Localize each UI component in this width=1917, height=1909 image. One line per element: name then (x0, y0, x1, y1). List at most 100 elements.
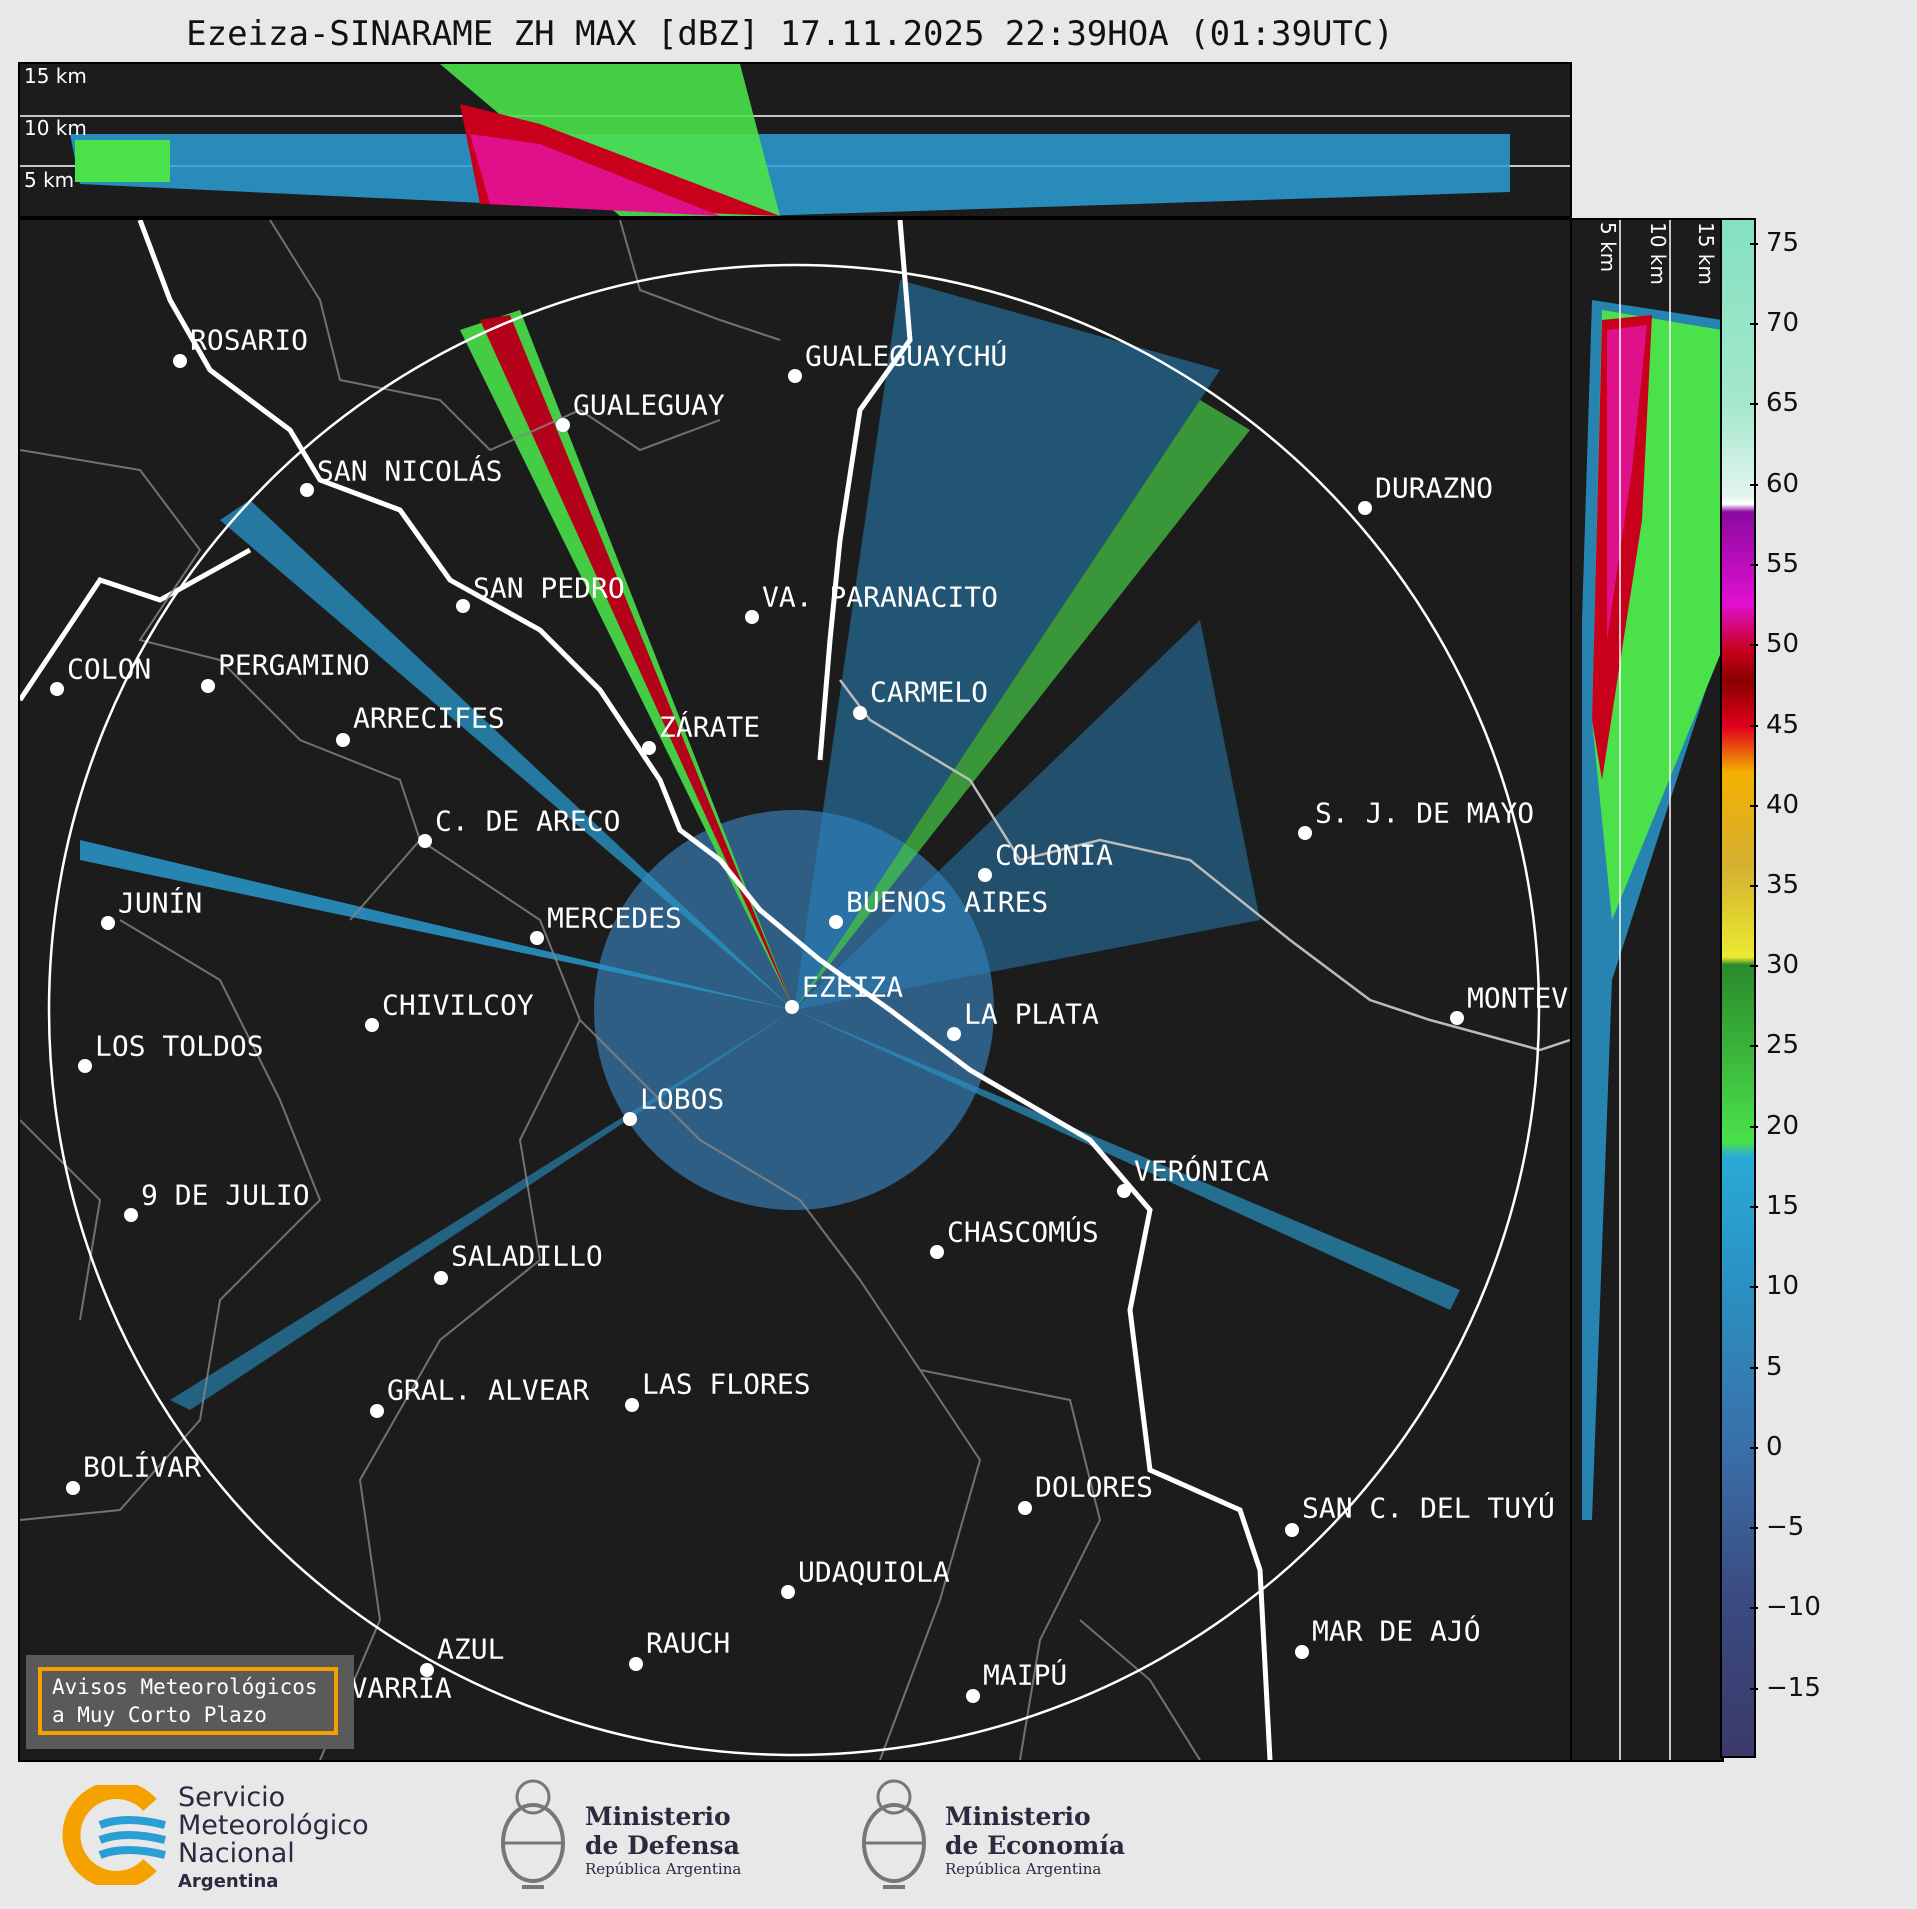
notice-box: Avisos Meteorológicos a Muy Corto Plazo (26, 1655, 354, 1749)
city-dot-colon (50, 682, 64, 696)
city-label-azul: AZUL (437, 1632, 505, 1666)
city-label-lobos: LOBOS (640, 1082, 725, 1116)
city-dot-buenos-aires (829, 915, 843, 929)
economia-line-3: República Argentina (945, 1860, 1102, 1878)
colorbar-tick: 35 (1749, 870, 1799, 900)
city-dot-montev (1450, 1011, 1464, 1025)
smn-logo-text: Servicio Meteorológico Nacional Argentin… (178, 1784, 369, 1896)
city-label-buenos-aires: BUENOS AIRES (846, 885, 1049, 919)
colorbar-tick: 70 (1749, 308, 1799, 338)
city-dot-dolores (1018, 1501, 1032, 1515)
smn-line-3: Nacional (178, 1838, 295, 1869)
top-cross-section-echoes (20, 64, 1570, 216)
colorbar-tick: 5 (1750, 1352, 1783, 1382)
notice-line-2: a Muy Corto Plazo (52, 1703, 267, 1727)
city-dot-san-pedro (456, 599, 470, 613)
city-label-maipu: MAIPÚ (983, 1658, 1068, 1692)
defensa-line-1: Ministerio (585, 1802, 731, 1831)
city-label-va-paranacito: VA. PARANACITO (762, 580, 999, 614)
economia-line-1: Ministerio (945, 1802, 1091, 1831)
city-dot-gualeguaychu (788, 369, 802, 383)
colorbar-tick: 0 (1750, 1432, 1783, 1462)
radar-map-panel (18, 218, 1572, 1762)
city-dot-9-de-julio (124, 1208, 138, 1222)
city-label-rauch: RAUCH (646, 1626, 731, 1660)
colorbar-tick: 50 (1749, 629, 1799, 659)
city-label-junin: JUNÍN (118, 886, 203, 920)
colorbar-tick: 25 (1749, 1030, 1799, 1060)
colorbar-tick: 10 (1749, 1271, 1799, 1301)
city-label-la-plata: LA PLATA (964, 997, 1099, 1031)
city-label-colonia: COLONIA (995, 838, 1114, 872)
city-dot-san-c-del-tuyu (1285, 1523, 1299, 1537)
city-label-montev: MONTEV (1467, 981, 1569, 1015)
city-label-dolores: DOLORES (1035, 1470, 1154, 1504)
city-dot-mercedes (530, 931, 544, 945)
page-title: Ezeiza-SINARAME ZH MAX [dBZ] 17.11.2025 … (186, 14, 1394, 54)
city-label-s-j-de-mayo: S. J. DE MAYO (1315, 796, 1535, 830)
colorbar-tick: 65 (1749, 388, 1799, 418)
city-dot-los-toldos (78, 1059, 92, 1073)
city-dot-saladillo (434, 1271, 448, 1285)
city-label-mercedes: MERCEDES (547, 901, 682, 935)
city-dot-las-flores (625, 1398, 639, 1412)
city-dot-chascomus (930, 1245, 944, 1259)
coat-of-arms-economia-icon (862, 1779, 926, 1889)
city-label-colon: COLON (67, 652, 152, 686)
colorbar-tick: 40 (1749, 790, 1799, 820)
smn-logo-icon (62, 1785, 166, 1885)
smn-line-4: Argentina (178, 1871, 279, 1892)
city-label-pergamino: PERGAMINO (218, 648, 370, 682)
city-label-chivilcoy: CHIVILCOY (382, 988, 534, 1022)
smn-line-1: Servicio (178, 1782, 286, 1813)
city-label-durazno: DURAZNO (1375, 471, 1494, 505)
city-label-ezeiza: EZEIZA (802, 970, 904, 1004)
city-dot-rauch (629, 1657, 643, 1671)
city-label-carmelo: CARMELO (870, 675, 989, 709)
city-dot-mar-de-ajo (1295, 1645, 1309, 1659)
city-dot-arrecifes (336, 733, 350, 747)
city-label-los-toldos: LOS TOLDOS (95, 1029, 264, 1063)
province-borders (20, 220, 1201, 1760)
city-label-arrecifes: ARRECIFES (353, 701, 505, 735)
defensa-logo-text: Ministerio de Defensa República Argentin… (585, 1802, 741, 1878)
city-label-bolivar: BOLÍVAR (83, 1450, 202, 1484)
city-dot-durazno (1358, 501, 1372, 515)
radar-map-graphics (20, 220, 1570, 1760)
city-dot-junin (101, 916, 115, 930)
smn-line-2: Meteorológico (178, 1810, 369, 1841)
colorbar-tick: −10 (1750, 1592, 1821, 1622)
colorbar-tick: −15 (1750, 1673, 1821, 1703)
city-dot-pergamino (201, 679, 215, 693)
coat-of-arms-defensa-icon (501, 1779, 565, 1889)
defensa-line-2: de Defensa (585, 1831, 740, 1860)
city-dot-gualeguay (556, 418, 570, 432)
height-label-15km: 15 km (24, 64, 87, 88)
city-dot-c-de-areco (418, 834, 432, 848)
colorbar-tick: −5 (1749, 1512, 1804, 1542)
economia-logo-text: Ministerio de Economía República Argenti… (945, 1802, 1125, 1878)
colorbar-tick: 55 (1749, 549, 1799, 579)
city-dot-veronica (1117, 1184, 1131, 1198)
city-dot-azul (420, 1663, 434, 1677)
colorbar (1720, 218, 1756, 1758)
city-dot-bolivar (66, 1481, 80, 1495)
city-label-c-de-areco: C. DE ARECO (435, 804, 621, 838)
colorbar-tick: 45 (1749, 710, 1799, 740)
notice-line-1: Avisos Meteorológicos (52, 1675, 318, 1699)
city-label-9-de-julio: 9 DE JULIO (141, 1178, 310, 1212)
city-label-rosario: ROSARIO (190, 323, 309, 357)
defensa-line-3: República Argentina (585, 1860, 742, 1878)
city-label-las-flores: LAS FLORES (642, 1367, 811, 1401)
city-label-zarate: ZÁRATE (659, 710, 761, 744)
range-ring (47, 263, 1541, 1757)
city-dot-udaquiola (781, 1585, 795, 1599)
city-dot-rosario (173, 354, 187, 368)
city-dot-ezeiza (785, 1000, 799, 1014)
city-dot-san-nicolas (300, 483, 314, 497)
city-dot-va-paranacito (745, 610, 759, 624)
city-label-udaquiola: UDAQUIOLA (798, 1555, 950, 1589)
city-dot-lobos (623, 1112, 637, 1126)
city-label-saladillo: SALADILLO (451, 1239, 603, 1273)
city-dot-colonia (978, 868, 992, 882)
